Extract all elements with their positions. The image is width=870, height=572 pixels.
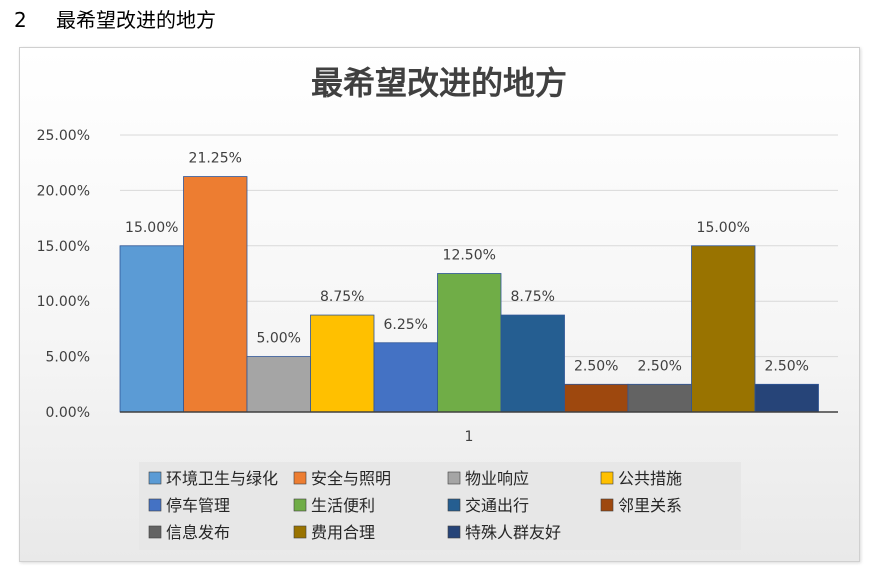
legend-label: 安全与照明 [311,469,391,488]
legend-swatch [447,471,461,485]
y-tick-label: 15.00% [37,239,90,255]
bar [437,273,502,413]
data-label: 8.75% [511,289,555,305]
data-label: 12.50% [443,248,496,264]
legend-swatch [447,498,461,512]
legend-label: 停车管理 [166,496,230,515]
bar [627,383,692,413]
bar [500,314,565,413]
bar [310,314,375,413]
legend-label: 物业响应 [465,469,529,488]
section-heading: 2 最希望改进的地方 [14,4,216,33]
data-label: 15.00% [697,220,750,236]
legend-swatch [148,471,162,485]
legend-swatch [148,525,162,539]
data-label: 6.25% [384,317,428,333]
bar [373,342,438,413]
bar [183,176,248,413]
data-label: 21.25% [189,151,242,167]
y-tick-label: 5.00% [46,350,90,366]
legend-label: 费用合理 [311,523,375,542]
bar-chart: 最希望改进的地方0.00%5.00%10.00%15.00%20.00%25.0… [37,64,838,550]
legend-swatch [148,498,162,512]
x-tick-label: 1 [465,429,474,445]
y-tick-label: 10.00% [37,294,90,310]
section-number: 2 [14,8,27,32]
chart-title: 最希望改进的地方 [311,64,567,102]
bar [119,245,184,413]
data-label: 2.50% [765,358,809,374]
data-label: 15.00% [125,220,178,236]
bar [754,383,819,413]
legend-box [139,462,741,550]
bar [691,245,756,413]
legend-label: 交通出行 [465,496,529,515]
y-tick-label: 20.00% [37,183,90,199]
chart-area: 最希望改进的地方 0.00% 5.00% 10.00% 15.00% 20.00% 25.0… [19,47,860,562]
legend-swatch [600,471,614,485]
data-label: 5.00% [257,331,301,347]
legend-swatch [293,471,307,485]
legend-label: 特殊人群友好 [465,523,561,542]
legend-swatch [293,498,307,512]
legend-label: 生活便利 [311,496,375,515]
legend-label: 环境卫生与绿化 [166,469,278,488]
legend-label: 信息发布 [166,523,230,542]
bar [564,383,629,413]
bar [246,356,311,413]
y-tick-label: 0.00% [46,405,90,421]
y-tick-label: 25.00% [37,128,90,144]
data-label: 8.75% [320,289,364,305]
data-label: 2.50% [638,358,682,374]
legend-swatch [600,498,614,512]
legend-swatch [293,525,307,539]
legend-swatch [447,525,461,539]
legend-label: 邻里关系 [618,496,682,515]
legend-label: 公共措施 [618,469,682,488]
data-label: 2.50% [574,358,618,374]
section-title: 最希望改进的地方 [56,8,216,32]
